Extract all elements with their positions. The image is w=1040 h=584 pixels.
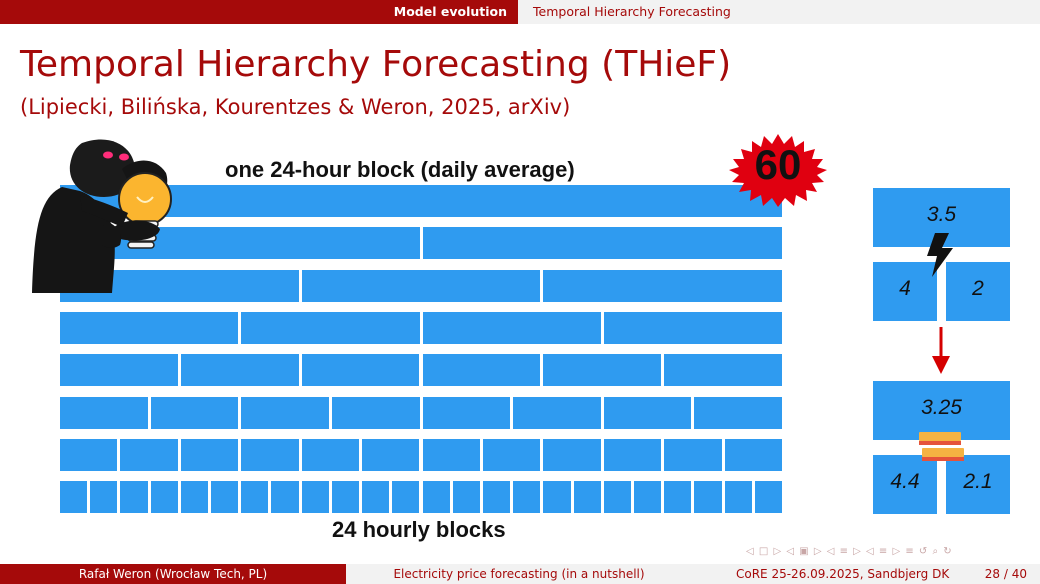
hierarchy-block xyxy=(513,397,601,429)
hierarchy-block xyxy=(180,439,239,471)
hierarchy-block xyxy=(664,354,782,386)
reconciled-left-child-value: 4.4 xyxy=(890,470,920,493)
hierarchy-block xyxy=(603,439,662,471)
hierarchy-block xyxy=(452,481,480,513)
section-label: Model evolution xyxy=(393,4,507,19)
hierarchy-block xyxy=(301,270,541,302)
hierarchy-block xyxy=(60,354,178,386)
hierarchy-block xyxy=(331,481,360,513)
incoherent-right-child-block xyxy=(946,262,1010,321)
hierarchy-block xyxy=(211,481,239,513)
stack-icon xyxy=(919,432,964,461)
hierarchy-block xyxy=(543,481,571,513)
hierarchy-block xyxy=(694,481,722,513)
hierarchy-block xyxy=(543,354,662,386)
hierarchy-block xyxy=(241,312,420,344)
hierarchy-block xyxy=(694,397,782,429)
starburst-badge xyxy=(729,134,827,207)
hierarchy-block xyxy=(362,439,420,471)
slide-title: Temporal Hierarchy Forecasting (THieF) xyxy=(20,44,732,85)
hierarchy-block xyxy=(150,397,239,429)
hierarchy-block xyxy=(633,481,662,513)
hierarchy-block xyxy=(180,354,299,386)
hierarchy-block xyxy=(301,439,360,471)
incoherent-left-child-block xyxy=(873,262,937,321)
hierarchy-block xyxy=(362,481,390,513)
down-arrow-icon xyxy=(932,327,950,374)
temporal-hierarchy-figure: one 24-hour block (daily average) 24 hou… xyxy=(20,121,1013,544)
hierarchy-block xyxy=(664,439,722,471)
hierarchy-block xyxy=(392,481,420,513)
incoherent-left-child-value: 4 xyxy=(899,277,911,300)
reconciled-parent-value: 3.25 xyxy=(921,396,962,419)
hierarchy-block xyxy=(331,397,420,429)
page-number: 28 / 40 xyxy=(984,567,1027,581)
hierarchy-block xyxy=(422,397,511,429)
person-with-lightbulb-icon xyxy=(32,139,172,293)
bottom-blocks-label: 24 hourly blocks xyxy=(332,517,506,542)
hierarchy-block xyxy=(724,481,752,513)
lightning-icon xyxy=(927,233,953,277)
hierarchy-block xyxy=(573,481,601,513)
hierarchy-block xyxy=(422,439,480,471)
footer-conference: CoRE 25-26.09.2025, Sandbjerg DK xyxy=(736,567,950,581)
hierarchy-block xyxy=(60,397,148,429)
hierarchy-block xyxy=(241,481,269,513)
hierarchy-block xyxy=(603,397,692,429)
hierarchy-block xyxy=(603,312,782,344)
hierarchy-block xyxy=(543,439,601,471)
hierarchy-block xyxy=(150,481,178,513)
hierarchy-block xyxy=(754,481,782,513)
hierarchy-block xyxy=(724,439,782,471)
incoherent-right-child-value: 2 xyxy=(972,277,984,300)
hierarchy-block xyxy=(603,481,631,513)
footer-bar: Rafał Weron (Wrocław Tech, PL) Electrici… xyxy=(0,564,1040,584)
hierarchy-block xyxy=(301,354,420,386)
top-block-label: one 24-hour block (daily average) xyxy=(225,157,575,182)
hierarchy-block xyxy=(120,481,148,513)
hierarchy-block xyxy=(60,185,782,217)
hierarchy-block xyxy=(543,270,782,302)
hierarchy-block xyxy=(664,481,692,513)
reconciled-parent-block xyxy=(873,381,1010,440)
reconciled-right-child-block xyxy=(946,455,1010,514)
hierarchy-block xyxy=(60,312,239,344)
beamer-navigation-symbols[interactable]: ◁ □ ▷ ◁ ▣ ▷ ◁ ≡ ▷ ◁ ≡ ▷ ≡ ↺ ⌕ ↻ xyxy=(746,546,953,557)
hierarchy-block xyxy=(180,481,209,513)
footer-author: Rafał Weron (Wrocław Tech, PL) xyxy=(0,564,346,584)
badge-value: 60 xyxy=(754,141,802,188)
incoherent-parent-value: 3.5 xyxy=(926,203,957,226)
subsection-link-temporal-hierarchy[interactable]: Temporal Hierarchy Forecasting xyxy=(518,0,1040,24)
hierarchy-block xyxy=(60,481,88,513)
section-link-model-evolution[interactable]: Model evolution xyxy=(0,0,518,24)
hierarchy-block xyxy=(422,481,450,513)
hierarchy-block xyxy=(120,439,178,471)
footer-talk-title: Electricity price forecasting (in a nuts… xyxy=(346,564,692,584)
hierarchy-block xyxy=(241,439,299,471)
hierarchy-block xyxy=(301,481,329,513)
hierarchy-block xyxy=(60,439,118,471)
hierarchy-block xyxy=(241,397,329,429)
reconciled-left-child-block xyxy=(873,455,937,514)
hierarchy-block xyxy=(482,439,541,471)
reconciled-right-child-value: 2.1 xyxy=(963,470,993,493)
top-navigation-bar: Model evolution Temporal Hierarchy Forec… xyxy=(0,0,1040,24)
hierarchy-block xyxy=(90,481,118,513)
hierarchy-block xyxy=(422,312,601,344)
hierarchy-block xyxy=(513,481,541,513)
hierarchy-block xyxy=(422,227,782,259)
footer-conference-box: CoRE 25-26.09.2025, Sandbjerg DK 28 / 40 xyxy=(692,564,1040,584)
hierarchy-block xyxy=(271,481,299,513)
hierarchy-block xyxy=(482,481,511,513)
slide-subtitle: (Lipiecki, Bilińska, Kourentzes & Weron,… xyxy=(20,95,571,119)
hierarchy-block xyxy=(422,354,541,386)
